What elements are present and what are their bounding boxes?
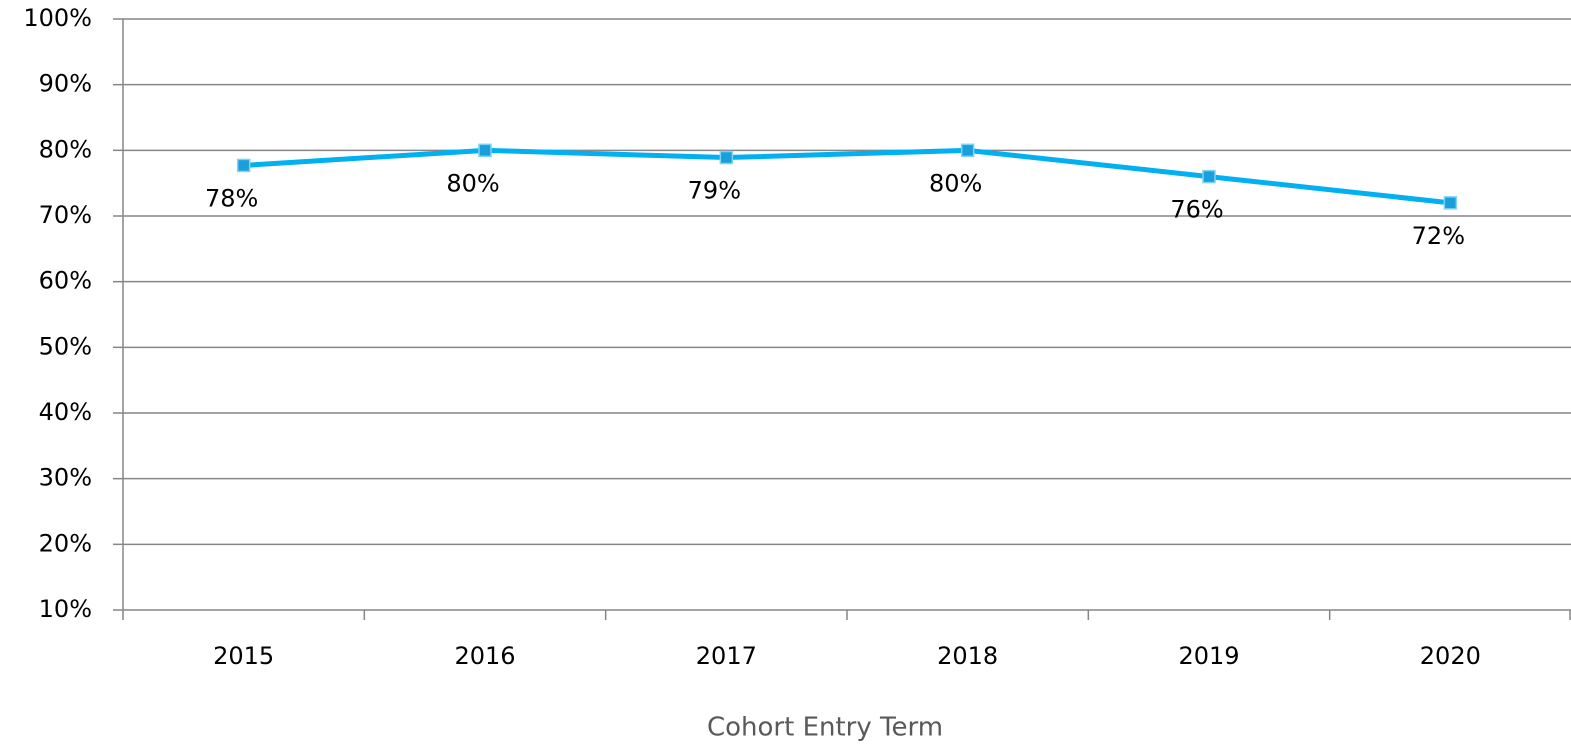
y-tick-label: 10% bbox=[39, 595, 92, 623]
x-axis-title: Cohort Entry Term bbox=[707, 713, 943, 743]
data-label: 79% bbox=[688, 177, 741, 205]
point-marker bbox=[960, 143, 975, 158]
data-label: 80% bbox=[929, 169, 982, 197]
y-tick-label: 100% bbox=[23, 4, 92, 32]
y-tick-label: 50% bbox=[39, 332, 92, 360]
y-tick-label: 30% bbox=[39, 464, 92, 492]
data-label: 80% bbox=[446, 169, 499, 197]
point-marker bbox=[719, 150, 734, 165]
y-tick-label: 40% bbox=[39, 398, 92, 426]
data-label: 72% bbox=[1412, 222, 1465, 250]
data-label: 78% bbox=[205, 184, 258, 212]
x-tick-label: 2019 bbox=[1178, 642, 1239, 670]
series-line bbox=[243, 147, 1451, 206]
y-tick-label: 70% bbox=[39, 201, 92, 229]
point-marker bbox=[236, 158, 251, 173]
x-tick-label: 2018 bbox=[937, 642, 998, 670]
y-tick-label: 80% bbox=[39, 135, 92, 163]
point-marker bbox=[1443, 196, 1458, 210]
point-marker bbox=[478, 143, 492, 158]
y-tick-label: 90% bbox=[39, 70, 92, 98]
x-tick-label: 2016 bbox=[454, 642, 515, 670]
data-label: 76% bbox=[1170, 196, 1223, 224]
x-tick-label: 2020 bbox=[1420, 642, 1481, 670]
y-tick-label: 20% bbox=[39, 529, 92, 557]
y-tick-label: 60% bbox=[39, 267, 92, 295]
x-tick-label: 2017 bbox=[696, 642, 757, 670]
x-tick-label: 2015 bbox=[213, 642, 274, 670]
point-marker bbox=[1202, 169, 1216, 184]
